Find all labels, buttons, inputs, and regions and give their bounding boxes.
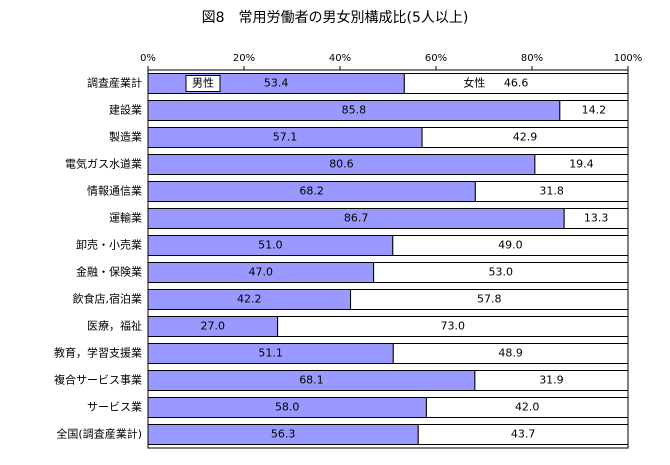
data-label: 47.0 <box>249 266 274 279</box>
data-label: 80.6 <box>329 158 354 171</box>
data-label: 53.0 <box>489 266 514 279</box>
data-label: 31.8 <box>539 185 564 198</box>
bar-segment <box>421 127 629 148</box>
data-label: 86.7 <box>344 212 369 225</box>
bar-segment <box>373 262 629 283</box>
plot-frame <box>147 69 629 449</box>
x-tick-label: 60% <box>425 53 447 64</box>
data-label: 68.2 <box>299 185 324 198</box>
chart-title: 図8 常用労働者の男女別構成比(5人以上) <box>202 9 469 26</box>
data-label: 27.0 <box>201 320 226 333</box>
y-tick-label: 教育，学習支援業 <box>54 346 142 360</box>
bar-segment <box>392 343 629 364</box>
bar-segment <box>425 397 629 418</box>
legend-box <box>185 75 221 92</box>
bar-segment <box>417 424 629 445</box>
data-label: 51.1 <box>258 347 283 360</box>
data-label: 53.4 <box>264 77 289 90</box>
y-tick-label: 運輸業 <box>109 211 142 225</box>
data-label: 13.3 <box>584 212 609 225</box>
data-label: 51.0 <box>258 239 283 252</box>
x-tick-label: 20% <box>233 53 255 64</box>
data-label: 57.1 <box>273 131 298 144</box>
x-tick-label: 40% <box>329 53 351 64</box>
bar-segment <box>277 316 629 337</box>
y-tick-label: 建設業 <box>109 103 142 117</box>
y-tick-label: 調査産業計 <box>87 76 142 90</box>
bar-segment <box>474 181 629 202</box>
y-tick-label: サービス業 <box>87 401 142 414</box>
data-label: 48.9 <box>498 347 523 360</box>
data-label: 43.7 <box>511 428 536 441</box>
y-tick-label: 全国(調査産業計) <box>56 427 142 441</box>
data-label: 49.0 <box>498 239 523 252</box>
y-tick-label: 製造業 <box>109 130 142 144</box>
bar-segment <box>534 154 629 175</box>
data-label: 42.2 <box>237 293 262 306</box>
y-tick-label: 卸売・小売業 <box>76 238 142 252</box>
data-label: 31.9 <box>539 374 564 387</box>
x-tick-label: 0% <box>140 53 156 64</box>
bar-segment <box>563 208 629 229</box>
legend-label: 男性 <box>192 76 214 90</box>
data-label: 57.8 <box>477 293 502 306</box>
data-label: 14.2 <box>582 104 607 117</box>
data-label: 58.0 <box>275 401 300 414</box>
y-tick-label: 金融・保険業 <box>76 265 142 279</box>
data-label: 42.9 <box>513 131 538 144</box>
y-tick-label: 医療，福祉 <box>87 319 142 333</box>
data-label: 19.4 <box>569 158 594 171</box>
y-tick-label: 複合サービス事業 <box>54 373 142 387</box>
data-label: 68.1 <box>299 374 324 387</box>
data-label: 85.8 <box>342 104 367 117</box>
legend-label: 女性 <box>463 76 485 90</box>
legend-box <box>457 75 492 92</box>
data-label: 73.0 <box>441 320 466 333</box>
y-tick-label: 電気ガス水道業 <box>65 157 142 171</box>
data-label: 46.6 <box>504 77 529 90</box>
x-tick-label: 80% <box>521 53 543 64</box>
bar-segment <box>474 370 629 391</box>
y-tick-label: 飲食店,宿泊業 <box>73 292 143 306</box>
x-tick-label: 100% <box>614 53 643 64</box>
y-tick-label: 情報通信業 <box>87 185 142 198</box>
bar-segment <box>559 100 629 121</box>
data-label: 42.0 <box>515 401 540 414</box>
data-label: 56.3 <box>271 428 296 441</box>
bar-segment <box>392 235 629 256</box>
bar-segment <box>350 289 629 310</box>
